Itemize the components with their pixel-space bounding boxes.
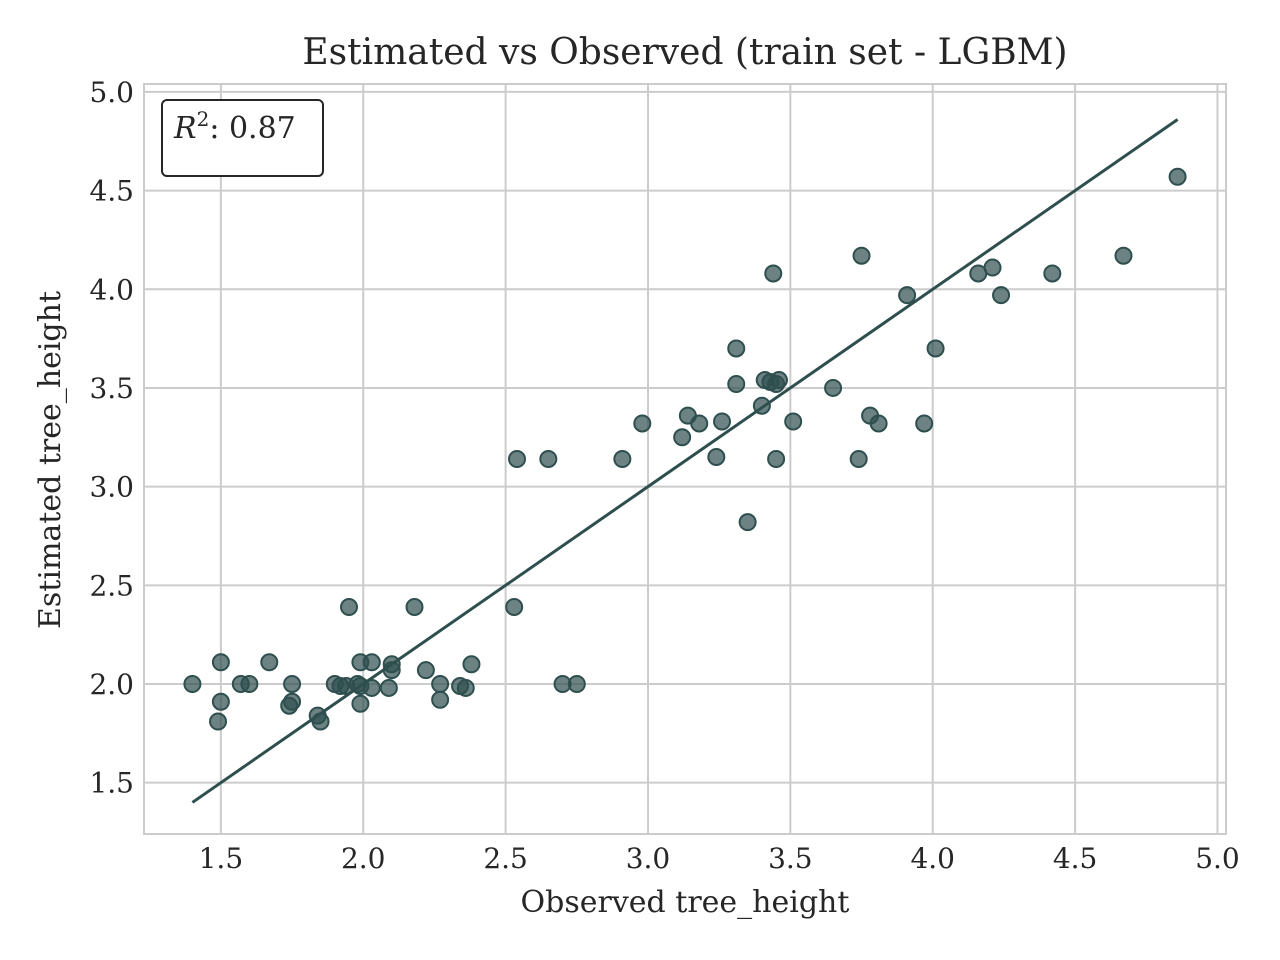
data-point — [673, 428, 692, 447]
data-point — [505, 598, 524, 617]
data-point — [713, 412, 732, 431]
data-point — [539, 450, 558, 468]
y-tick-label: 4.0 — [89, 273, 134, 306]
y-tick-label: 1.5 — [89, 767, 134, 800]
data-point — [362, 678, 381, 697]
x-tick-label: 2.0 — [341, 842, 386, 875]
y-tick-label: 4.5 — [89, 175, 134, 208]
data-point — [633, 414, 652, 433]
data-point — [869, 414, 888, 433]
data-point — [340, 598, 359, 617]
x-tick-label: 4.5 — [1053, 842, 1098, 875]
x-tick-label: 4.0 — [910, 842, 955, 875]
data-point — [508, 450, 527, 468]
x-axis: 1.5 2.0 2.5 3.0 3.5 4.0 4.5 5.0 — [199, 842, 1240, 875]
data-point — [1114, 246, 1133, 265]
data-point — [379, 678, 398, 697]
y-tick-label: 2.0 — [89, 668, 134, 701]
x-tick-label: 3.5 — [768, 842, 813, 875]
data-point — [992, 286, 1011, 305]
data-point — [824, 378, 843, 397]
y-tick-label: 5.0 — [89, 76, 134, 109]
data-point — [456, 678, 475, 697]
data-point — [752, 396, 771, 415]
data-point — [211, 692, 230, 711]
data-point — [1168, 167, 1187, 186]
data-point — [898, 286, 917, 305]
data-point — [405, 598, 424, 617]
data-point — [283, 692, 302, 711]
y-tick-label: 3.5 — [89, 372, 134, 405]
data-point — [738, 513, 757, 532]
data-point — [767, 450, 786, 468]
data-point — [351, 694, 370, 713]
data-point — [283, 675, 302, 693]
r-squared-label: R2: 0.87 — [173, 107, 296, 146]
y-axis: 1.5 2.0 2.5 3.0 3.5 4.0 4.5 5.0 — [89, 76, 134, 800]
data-point — [983, 258, 1002, 277]
grid — [144, 84, 1226, 834]
data-point — [915, 414, 934, 433]
plot-frame — [143, 83, 1227, 835]
data-point — [727, 339, 746, 358]
data-point — [764, 264, 783, 283]
data-point — [707, 448, 726, 467]
data-point — [431, 675, 450, 693]
y-tick-label: 2.5 — [89, 569, 134, 602]
data-points — [183, 167, 1187, 731]
data-point — [926, 339, 945, 358]
annotation-box — [161, 99, 324, 177]
x-tick-label: 5.0 — [1195, 842, 1240, 875]
data-point — [462, 655, 481, 674]
data-point — [1043, 264, 1062, 283]
data-point — [240, 675, 259, 693]
x-tick-label: 1.5 — [199, 842, 244, 875]
data-point — [690, 414, 709, 433]
data-point — [209, 712, 228, 731]
data-point — [431, 690, 450, 709]
x-axis-label: Observed tree_height — [521, 885, 850, 920]
y-tick-label: 3.0 — [89, 471, 134, 504]
data-point — [613, 450, 632, 468]
data-point — [784, 412, 803, 431]
data-point — [727, 375, 746, 393]
data-point — [311, 712, 330, 731]
data-point — [211, 653, 230, 672]
data-point — [416, 661, 435, 680]
identity-line — [191, 118, 1179, 804]
r-squared-annotation: R2: 0.87 — [161, 99, 324, 177]
data-point — [362, 653, 381, 672]
data-point — [567, 675, 586, 693]
data-point — [183, 675, 202, 693]
x-tick-label: 2.5 — [483, 842, 528, 875]
data-point — [260, 653, 279, 672]
data-point — [849, 450, 868, 468]
data-point — [852, 246, 871, 265]
data-point — [382, 655, 401, 674]
y-axis-label: Estimated tree_height — [33, 291, 68, 629]
data-point — [769, 371, 788, 390]
chart-title: Estimated vs Observed (train set - LGBM) — [302, 32, 1067, 73]
x-tick-label: 3.0 — [626, 842, 671, 875]
